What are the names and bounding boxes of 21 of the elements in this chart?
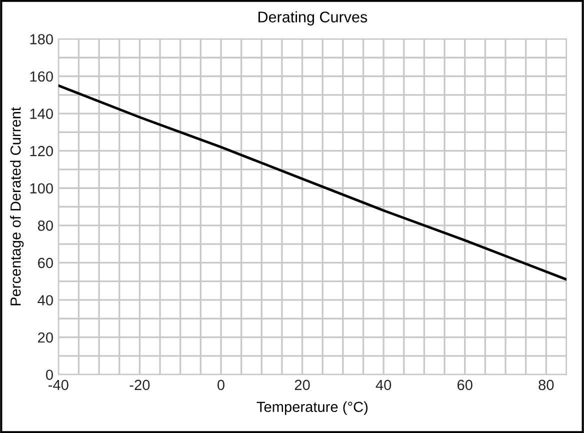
x-tick-label: 20	[294, 380, 310, 390]
x-tick-label: 80	[538, 380, 554, 390]
y-tick-label: 80	[38, 220, 53, 231]
x-tick-label: 0	[218, 380, 224, 390]
y-tick-label: 20	[38, 332, 53, 343]
x-tick-label: 40	[376, 380, 392, 390]
line-series	[58, 84, 566, 281]
y-tick-label: 160	[30, 71, 53, 82]
y-axis-title: Percentage of Derated Current	[10, 107, 24, 306]
x-axis-title: Temperature (°C)	[256, 401, 368, 415]
chart-title: Derating Curves	[258, 11, 368, 26]
y-tick-label: 120	[30, 146, 53, 156]
y-tick-label: 40	[38, 295, 53, 306]
x-tick-label: 60	[457, 380, 472, 390]
x-tick-label: -20	[130, 380, 150, 390]
y-tick-label: 180	[30, 34, 53, 44]
y-tick-label: 0	[46, 370, 53, 380]
y-tick-label: 100	[30, 183, 53, 194]
y-tick-label: 60	[38, 258, 53, 268]
x-tick-label: -40	[48, 380, 68, 390]
y-tick-label: 140	[30, 108, 53, 119]
